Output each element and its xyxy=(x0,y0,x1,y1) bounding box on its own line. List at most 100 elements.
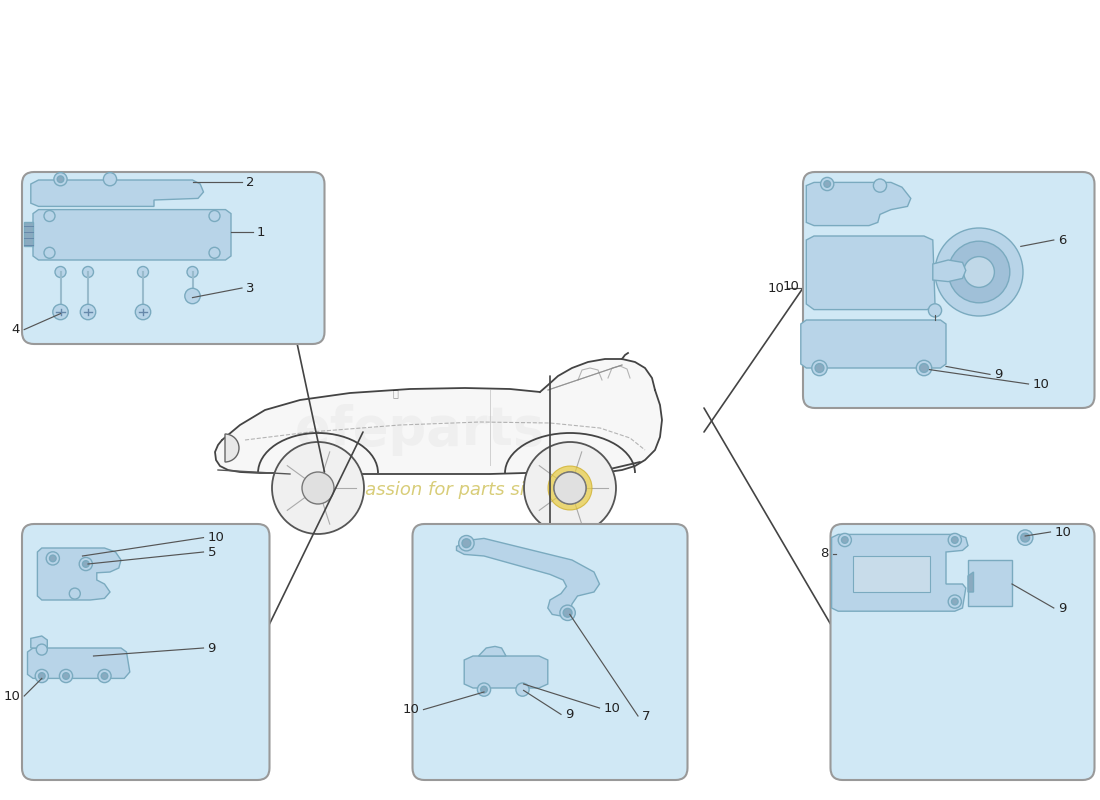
Circle shape xyxy=(98,670,111,682)
Text: 10: 10 xyxy=(782,280,799,293)
Circle shape xyxy=(459,535,474,551)
FancyBboxPatch shape xyxy=(22,524,270,780)
Circle shape xyxy=(59,670,73,682)
Circle shape xyxy=(948,242,1010,302)
Circle shape xyxy=(39,673,45,679)
Circle shape xyxy=(1018,530,1033,546)
Circle shape xyxy=(101,673,108,679)
Circle shape xyxy=(69,588,80,599)
Circle shape xyxy=(103,173,117,186)
Circle shape xyxy=(554,472,586,504)
Circle shape xyxy=(838,534,851,546)
Circle shape xyxy=(79,558,92,570)
Text: 10: 10 xyxy=(3,690,20,702)
FancyBboxPatch shape xyxy=(22,172,324,344)
Text: 9: 9 xyxy=(208,642,216,654)
Circle shape xyxy=(80,304,96,320)
Polygon shape xyxy=(806,236,935,310)
Polygon shape xyxy=(37,548,121,600)
Text: 10: 10 xyxy=(604,702,620,714)
Circle shape xyxy=(812,360,827,376)
Text: la passion for parts since 1989: la passion for parts since 1989 xyxy=(331,481,608,499)
Circle shape xyxy=(462,539,471,548)
Circle shape xyxy=(948,595,961,608)
Polygon shape xyxy=(968,560,1012,606)
Circle shape xyxy=(516,683,529,696)
Circle shape xyxy=(524,442,616,534)
Circle shape xyxy=(563,608,572,618)
Polygon shape xyxy=(806,182,911,226)
Circle shape xyxy=(873,179,887,192)
Circle shape xyxy=(50,555,56,562)
Circle shape xyxy=(920,363,928,372)
Text: 10: 10 xyxy=(208,531,224,544)
Circle shape xyxy=(35,670,48,682)
Circle shape xyxy=(63,673,69,679)
Wedge shape xyxy=(226,434,239,462)
Text: 10: 10 xyxy=(1033,378,1049,390)
Text: 4: 4 xyxy=(12,323,20,336)
Circle shape xyxy=(209,247,220,258)
Text: 3: 3 xyxy=(246,282,254,294)
Polygon shape xyxy=(852,556,930,592)
Polygon shape xyxy=(31,180,204,206)
Circle shape xyxy=(824,181,830,187)
Circle shape xyxy=(916,360,932,376)
Circle shape xyxy=(481,686,487,693)
Circle shape xyxy=(44,210,55,222)
Polygon shape xyxy=(464,656,548,688)
Circle shape xyxy=(187,266,198,278)
Circle shape xyxy=(135,304,151,320)
Circle shape xyxy=(57,176,64,182)
Polygon shape xyxy=(933,260,966,282)
Polygon shape xyxy=(968,572,974,592)
Circle shape xyxy=(560,605,575,621)
Circle shape xyxy=(55,266,66,278)
Circle shape xyxy=(36,644,47,655)
Polygon shape xyxy=(456,538,600,616)
Text: 6: 6 xyxy=(1058,234,1066,246)
Circle shape xyxy=(54,173,67,186)
FancyBboxPatch shape xyxy=(803,172,1094,408)
Circle shape xyxy=(44,247,55,258)
Text: 1: 1 xyxy=(257,226,265,238)
Text: efeparts: efeparts xyxy=(295,404,546,456)
Polygon shape xyxy=(832,534,968,611)
Circle shape xyxy=(82,266,94,278)
Polygon shape xyxy=(24,222,33,246)
Text: 9: 9 xyxy=(1058,602,1066,614)
Polygon shape xyxy=(31,636,47,648)
Circle shape xyxy=(302,472,334,504)
Circle shape xyxy=(842,537,848,543)
Polygon shape xyxy=(801,320,946,368)
Text: 10: 10 xyxy=(1055,526,1071,538)
Circle shape xyxy=(935,228,1023,316)
Polygon shape xyxy=(214,359,662,474)
Text: 2: 2 xyxy=(246,176,254,189)
Circle shape xyxy=(964,257,994,287)
Circle shape xyxy=(554,472,586,504)
FancyBboxPatch shape xyxy=(830,524,1094,780)
Circle shape xyxy=(1021,534,1030,542)
Circle shape xyxy=(53,304,68,320)
Circle shape xyxy=(185,288,200,304)
Circle shape xyxy=(209,210,220,222)
Circle shape xyxy=(815,363,824,372)
FancyBboxPatch shape xyxy=(412,524,688,780)
Text: 10: 10 xyxy=(768,282,784,294)
Circle shape xyxy=(548,466,592,510)
Polygon shape xyxy=(33,210,231,260)
Circle shape xyxy=(948,534,961,546)
Text: 8: 8 xyxy=(821,547,828,560)
Text: 9: 9 xyxy=(565,708,573,721)
Circle shape xyxy=(46,552,59,565)
Circle shape xyxy=(138,266,148,278)
Circle shape xyxy=(272,442,364,534)
Text: 7: 7 xyxy=(642,710,650,722)
Text: 10: 10 xyxy=(403,703,419,716)
Circle shape xyxy=(952,598,958,605)
Circle shape xyxy=(952,537,958,543)
Text: 5: 5 xyxy=(208,546,216,558)
Circle shape xyxy=(928,304,942,317)
Text: 🐎: 🐎 xyxy=(392,388,398,398)
